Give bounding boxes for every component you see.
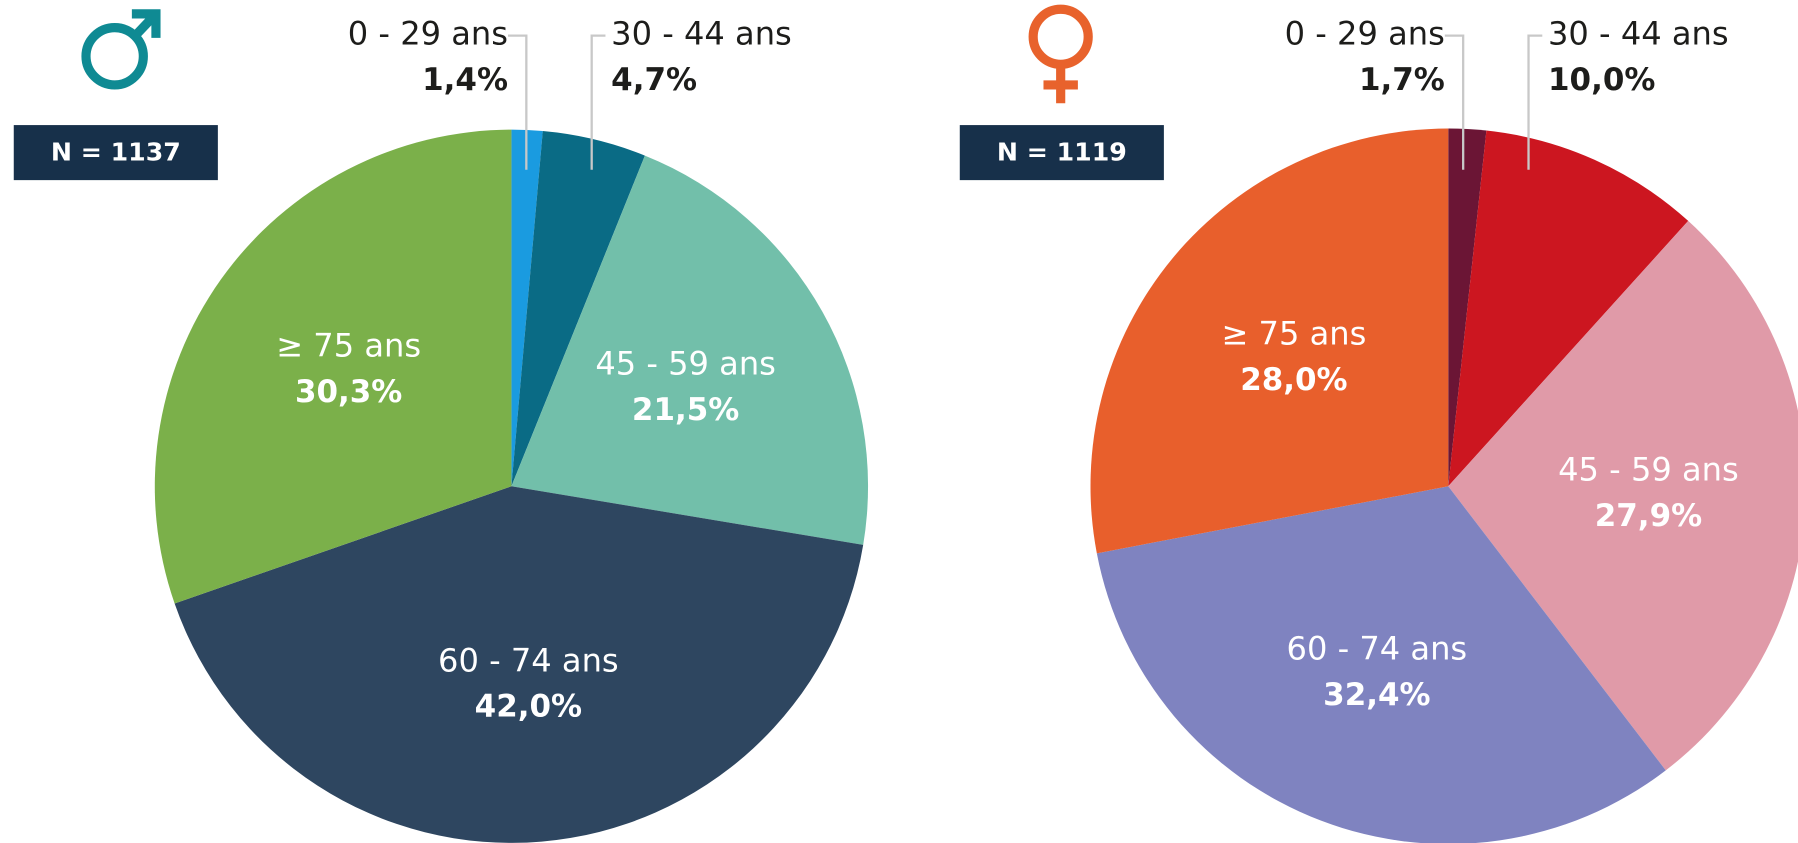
slice-category: 45 - 59 ans <box>595 345 776 383</box>
pie-slice <box>1090 128 1449 554</box>
leader-line <box>1444 34 1465 170</box>
slice-category: ≥ 75 ans <box>276 327 421 365</box>
pie-slice <box>1448 128 1487 487</box>
slice-category: 30 - 44 ans <box>611 15 792 53</box>
slice-category: 30 - 44 ans <box>1548 15 1729 53</box>
pie-slice <box>511 155 869 545</box>
slice-category: ≥ 75 ans <box>1221 315 1366 353</box>
slice-value: 42,0% <box>475 689 582 725</box>
pie-slice <box>154 129 512 604</box>
pie-slice <box>1096 486 1666 843</box>
slice-value: 28,0% <box>1240 362 1347 398</box>
slice-value: 4,7% <box>611 62 697 98</box>
slice-value: 21,5% <box>632 392 739 428</box>
slice-value: 1,4% <box>422 62 508 98</box>
slice-value: 30,3% <box>295 374 402 410</box>
pie-slice <box>174 486 864 843</box>
pie-slice <box>511 131 645 487</box>
leader-line <box>507 34 528 170</box>
sample-box <box>13 125 218 181</box>
pie-slice <box>1448 130 1689 487</box>
female-icon <box>1028 4 1093 104</box>
slice-category: 60 - 74 ans <box>1287 630 1468 668</box>
slice-value: 1,7% <box>1359 62 1445 98</box>
leader-line <box>1527 34 1543 170</box>
male-icon <box>81 9 161 90</box>
slice-category: 0 - 29 ans <box>348 15 508 53</box>
sample-label: N = 1137 <box>51 138 181 167</box>
slice-category: 0 - 29 ans <box>1285 15 1445 53</box>
sample-label: N = 1119 <box>997 138 1127 167</box>
slice-value: 27,9% <box>1595 498 1702 534</box>
slice-value: 32,4% <box>1323 677 1430 713</box>
leader-line <box>590 34 606 170</box>
slice-category: 45 - 59 ans <box>1558 451 1739 489</box>
pie-slice <box>1448 220 1798 771</box>
pie-slice <box>511 129 543 487</box>
slice-category: 60 - 74 ans <box>438 641 619 679</box>
sample-box <box>959 125 1164 181</box>
slice-value: 10,0% <box>1548 62 1655 98</box>
